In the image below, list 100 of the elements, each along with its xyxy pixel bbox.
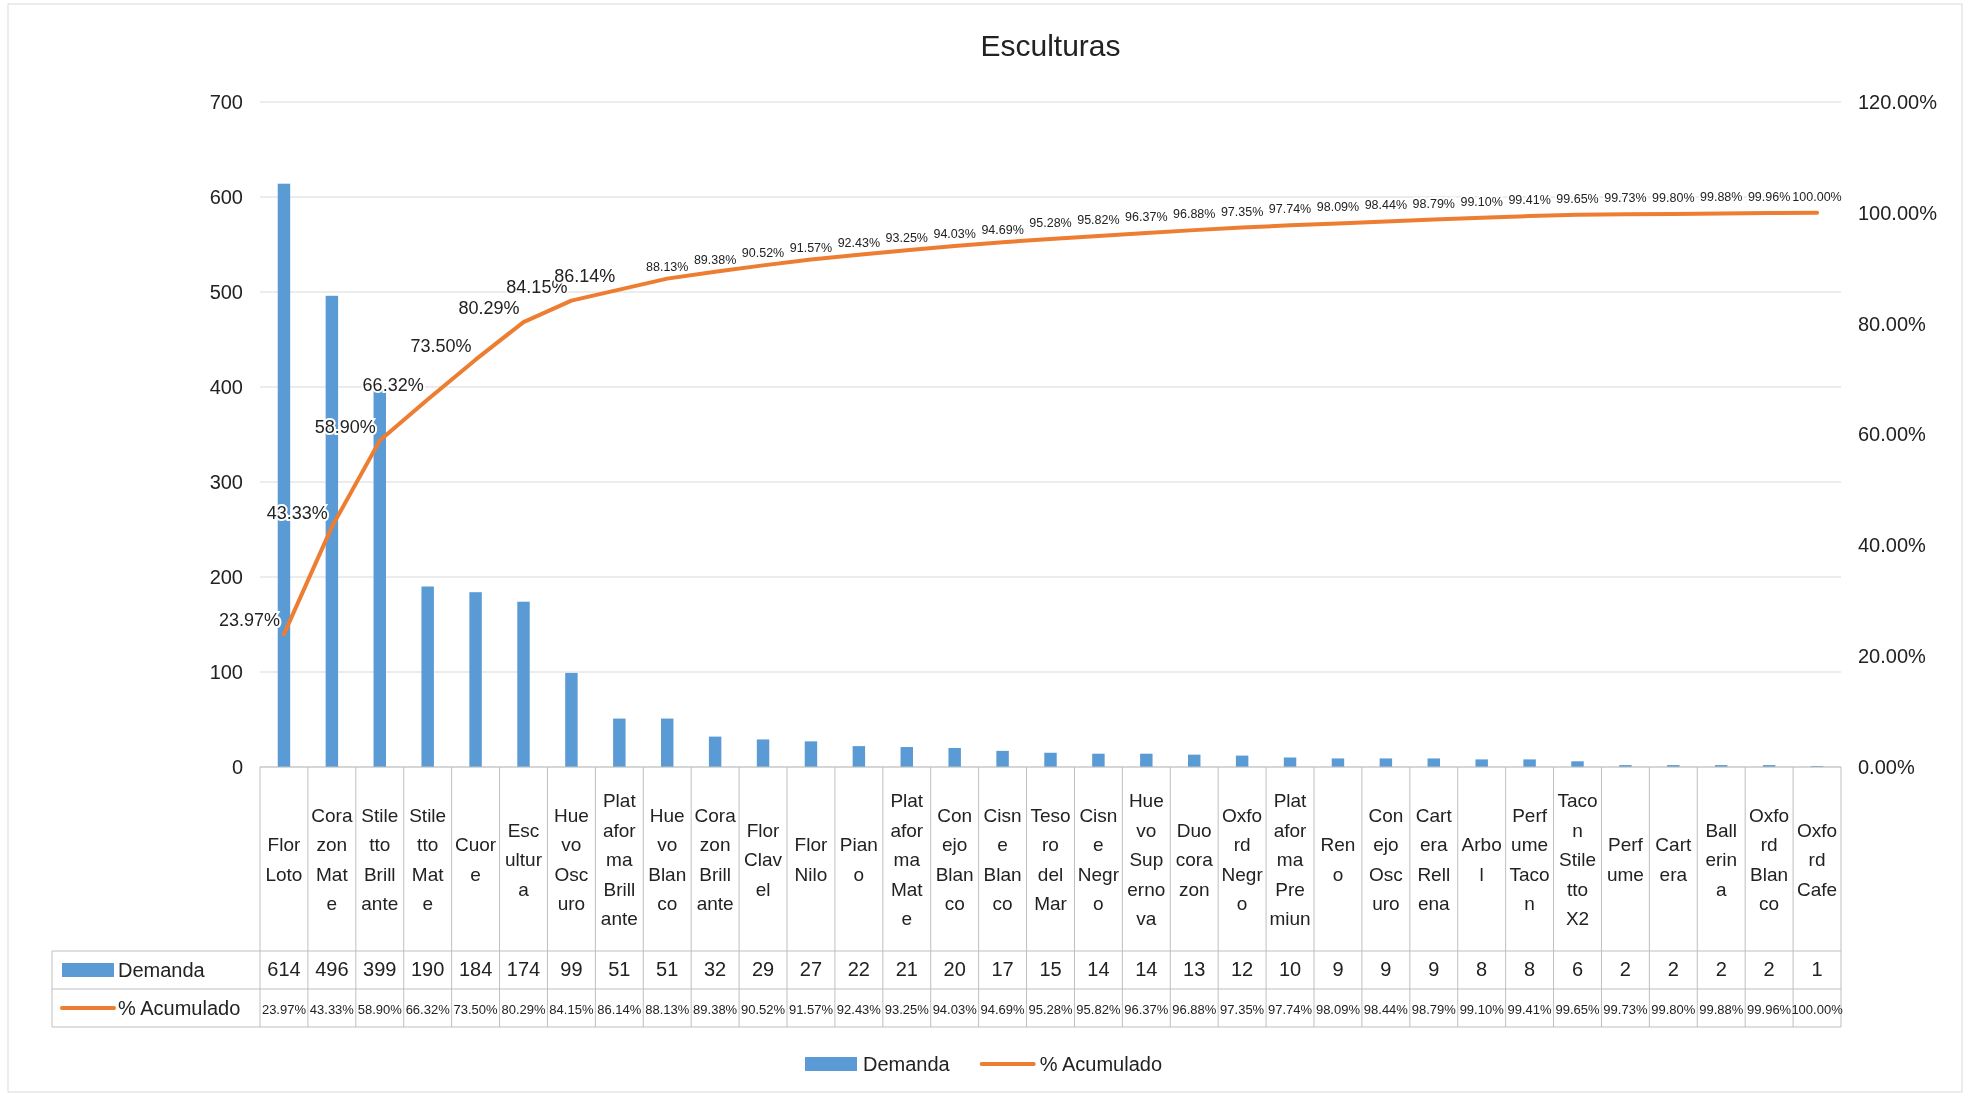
data-label: 96.88%: [1172, 1002, 1217, 1017]
text: 96.37%: [1125, 209, 1168, 224]
data-label: 58.90%: [357, 1002, 403, 1017]
data-label: 93.25%: [884, 1002, 930, 1017]
x-tick-label: Tesoro del Mar: [1030, 804, 1071, 915]
text: 91.57%: [789, 240, 833, 255]
data-label: 99.65%: [1555, 1002, 1600, 1017]
data-label: 95.82%: [1076, 1002, 1121, 1017]
x-tick-label: Plataforma Mate: [890, 790, 924, 929]
text: 98.44%: [1364, 198, 1408, 213]
x-tick-label: Ballerina: [1705, 819, 1738, 900]
y2-tick-label: 80.00%: [1858, 312, 1927, 335]
data-label: 184: [458, 958, 493, 980]
text: 99.65%: [1556, 191, 1599, 206]
x-tick-label: Tacon Stiletto X2: [1557, 790, 1598, 929]
x-tick-label: Cisne Blanco: [983, 804, 1022, 915]
data-label: 23.97%: [261, 1002, 307, 1017]
data-label: 84.15%: [549, 1002, 594, 1017]
text: 93.25%: [885, 231, 928, 246]
text: 96.88%: [1173, 207, 1216, 222]
text: 99.41%: [1508, 193, 1551, 208]
data-label: 2: [1667, 958, 1679, 980]
y-tick-label: 300: [209, 470, 243, 493]
x-tick-label: Piano: [839, 834, 878, 885]
x-tick-label: Duo corazon: [1175, 819, 1214, 900]
data-label: 99.41%: [1507, 1002, 1553, 1017]
data-label: 97.35%: [1220, 1002, 1265, 1017]
x-tick-label: Oxford Cafe: [1796, 819, 1838, 900]
x-tick-label: Stiletto Brillante: [361, 804, 399, 915]
y-tick-label: 100: [209, 660, 243, 683]
data-label: 496: [315, 958, 349, 980]
data-label: 91.57%: [788, 1002, 834, 1017]
text: 80.29%: [458, 298, 520, 319]
data-label: 8: [1476, 958, 1488, 980]
text: 98.09%: [1316, 200, 1360, 215]
data-label: 17: [991, 958, 1014, 980]
data-label: 86.14%: [597, 1002, 642, 1017]
data-label: 6: [1571, 958, 1584, 980]
data-label: 51: [656, 958, 679, 980]
data-label: 9: [1332, 958, 1344, 980]
y-tick-label: 500: [209, 280, 243, 303]
data-label: 80.29%: [501, 1002, 546, 1017]
text: 100.00%: [1792, 189, 1842, 204]
data-label: 95.28%: [1028, 1002, 1073, 1017]
x-tick-label: Stiletto Mate: [409, 804, 447, 915]
x-tick-label: Arbol: [1461, 834, 1502, 885]
x-tick-label: Plataforma Premiun: [1269, 790, 1311, 929]
data-label: 2: [1763, 958, 1775, 980]
y-tick-label: 0: [231, 755, 243, 778]
text: 99.96%: [1747, 190, 1791, 205]
text: 99.73%: [1604, 191, 1647, 206]
data-label: 98.79%: [1411, 1002, 1457, 1017]
x-tick-label: Huevo Blanco: [648, 804, 687, 915]
data-label: 66.32%: [405, 1002, 451, 1017]
text: 97.35%: [1220, 204, 1264, 219]
x-tick-label: Huevo Supernova: [1127, 790, 1166, 929]
data-label: 32: [704, 958, 727, 980]
data-label: 51: [608, 958, 631, 980]
text: % Acumulado: [1039, 1053, 1163, 1075]
data-label: 2: [1715, 958, 1727, 980]
data-label: 94.03%: [932, 1002, 978, 1017]
text: 66.32%: [362, 375, 424, 396]
y2-tick-label: 20.00%: [1858, 645, 1927, 668]
text: 99.10%: [1460, 194, 1503, 209]
x-tick-label: Cartera Rellena: [1415, 804, 1453, 915]
data-label: 12: [1231, 958, 1254, 980]
legend-label: % Acumulado: [118, 997, 241, 1019]
data-label: 190: [410, 958, 445, 980]
x-tick-label: Flor Nilo: [794, 834, 828, 885]
text: 73.50%: [410, 335, 472, 356]
data-label: 88.13%: [645, 1002, 690, 1017]
data-label: 43.33%: [309, 1002, 355, 1017]
text: 89.38%: [693, 252, 737, 267]
data-label: 99: [560, 958, 583, 980]
data-label: 8: [1524, 958, 1536, 980]
data-label: 99.10%: [1459, 1002, 1505, 1017]
x-tick-label: Corazon Brillante: [694, 804, 737, 915]
data-label: 20: [943, 958, 966, 980]
x-tick-label: Cisne Negro: [1077, 804, 1120, 915]
text: 95.28%: [1029, 215, 1072, 230]
text: 95.82%: [1077, 213, 1120, 227]
x-tick-label: Oxford Negro: [1221, 804, 1264, 915]
data-label: 99.88%: [1699, 1002, 1744, 1017]
x-tick-label: Cuore: [455, 834, 497, 885]
x-tick-label: Perfume: [1606, 834, 1644, 885]
data-label: 1: [1811, 958, 1823, 980]
data-label: 97.74%: [1268, 1002, 1313, 1017]
data-label: 99.73%: [1603, 1002, 1648, 1017]
text: 94.69%: [981, 223, 1024, 238]
x-tick-label: Flor Loto: [265, 834, 303, 885]
legend-label: Demanda: [118, 959, 206, 981]
data-label: 27: [799, 958, 823, 980]
y2-tick-label: 40.00%: [1858, 534, 1927, 557]
y-tick-label: 600: [209, 185, 243, 208]
x-tick-label: Cartera: [1655, 834, 1692, 885]
y-tick-label: 200: [209, 565, 243, 588]
data-label: 399: [363, 958, 397, 980]
text: 94.03%: [933, 226, 976, 241]
data-label: 614: [267, 958, 301, 980]
data-label: 15: [1039, 958, 1062, 980]
